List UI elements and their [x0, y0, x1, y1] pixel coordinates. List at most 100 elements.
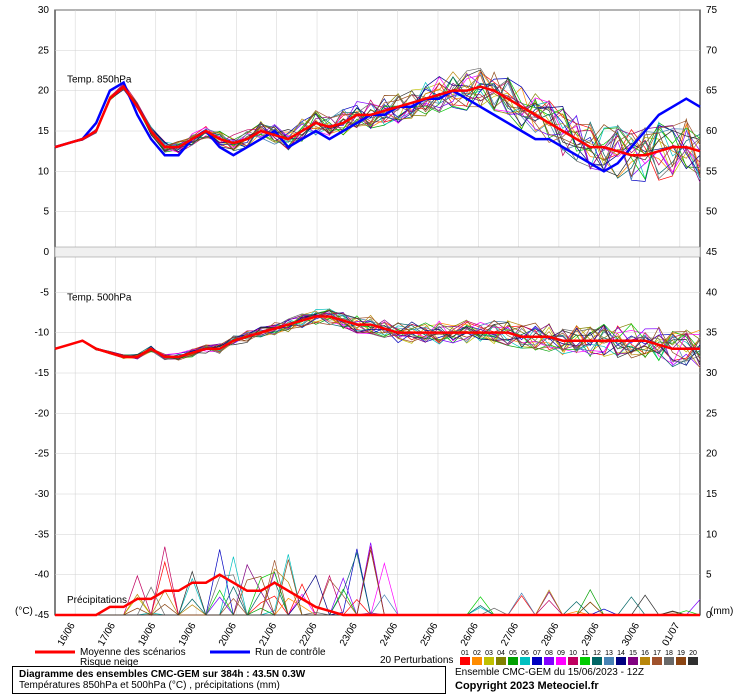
footer-copyright: Copyright 2023 Meteociel.fr — [455, 680, 599, 692]
pert-num: 17 — [653, 650, 661, 657]
ytick-left: 15 — [38, 126, 50, 137]
ytick-left: -40 — [35, 570, 50, 581]
pert-precip — [55, 543, 700, 615]
ytick-left: -45 — [35, 610, 50, 621]
pert-swatch — [628, 657, 638, 665]
ytick-right: 60 — [706, 126, 718, 137]
pert-num: 02 — [473, 650, 481, 657]
footer-ensemble: Ensemble CMC-GEM du 15/06/2023 - 12Z — [455, 667, 644, 678]
ytick-right: 70 — [706, 45, 718, 56]
xtick-label: 22/06 — [298, 621, 320, 649]
ytick-right: 75 — [706, 5, 718, 16]
pert-precip — [55, 569, 700, 615]
pert-num: 16 — [641, 650, 649, 657]
ytick-left: 20 — [38, 86, 50, 97]
pert-num: 09 — [557, 650, 565, 657]
pert-num: 05 — [509, 650, 517, 657]
legend-pert-label: 20 Perturbations — [380, 655, 453, 666]
pert-num: 12 — [593, 650, 601, 657]
xtick-label: 24/06 — [378, 621, 400, 649]
pert-swatch — [460, 657, 470, 665]
pert-num: 18 — [665, 650, 673, 657]
xtick-label: 01/07 — [660, 621, 682, 649]
xtick-label: 16/06 — [56, 621, 78, 649]
pert-swatch — [664, 657, 674, 665]
pert-swatch — [580, 657, 590, 665]
pert-850 — [55, 70, 700, 177]
pert-swatch — [520, 657, 530, 665]
ytick-left: -20 — [35, 408, 50, 419]
chart-container: -45-40-35-30-25-20-15-10-505101520253005… — [0, 0, 740, 700]
pert-num: 15 — [629, 650, 637, 657]
pert-850 — [55, 77, 700, 169]
pert-num: 01 — [461, 650, 469, 657]
pert-swatch — [496, 657, 506, 665]
xtick-label: 27/06 — [499, 621, 521, 649]
ytick-right: 40 — [706, 287, 718, 298]
pert-precip — [55, 560, 700, 615]
pert-num: 13 — [605, 650, 613, 657]
ytick-right: 65 — [706, 86, 718, 97]
ytick-left: 30 — [38, 5, 50, 16]
ytick-left: 25 — [38, 45, 50, 56]
label-precip: Précipitations — [67, 595, 127, 606]
xtick-label: 30/06 — [620, 621, 642, 649]
ytick-left: -15 — [35, 368, 50, 379]
ytick-right: 10 — [706, 529, 718, 540]
pert-850 — [55, 72, 700, 176]
ytick-right: 5 — [706, 570, 712, 581]
pert-swatch — [676, 657, 686, 665]
pert-swatch — [568, 657, 578, 665]
unit-left: (°C) — [15, 606, 33, 617]
ytick-right: 45 — [706, 247, 718, 258]
ytick-right: 55 — [706, 166, 718, 177]
pert-num: 07 — [533, 650, 541, 657]
ytick-left: 5 — [43, 207, 49, 218]
pert-swatch — [688, 657, 698, 665]
pert-num: 20 — [689, 650, 697, 657]
ytick-left: -10 — [35, 328, 50, 339]
pert-num: 10 — [569, 650, 577, 657]
chart-svg: -45-40-35-30-25-20-15-10-505101520253005… — [0, 0, 740, 700]
ytick-left: -35 — [35, 529, 50, 540]
footer-title-box: Diagramme des ensembles CMC-GEM sur 384h… — [12, 666, 446, 694]
pert-num: 06 — [521, 650, 529, 657]
ytick-left: 10 — [38, 166, 50, 177]
plot-border — [55, 10, 700, 615]
ytick-left: -30 — [35, 489, 50, 500]
xtick-label: 17/06 — [96, 621, 118, 649]
pert-num: 14 — [617, 650, 625, 657]
xtick-label: 26/06 — [459, 621, 481, 649]
xtick-label: 21/06 — [257, 621, 279, 649]
ytick-right: 35 — [706, 328, 718, 339]
xtick-label: 28/06 — [539, 621, 561, 649]
ytick-right: 25 — [706, 408, 718, 419]
label-500: Temp. 500hPa — [67, 292, 132, 303]
pert-swatch — [532, 657, 542, 665]
ytick-right: 15 — [706, 489, 718, 500]
xtick-label: 25/06 — [419, 621, 441, 649]
ytick-left: -5 — [40, 287, 49, 298]
xtick-label: 20/06 — [217, 621, 239, 649]
legend-control-label: Run de contrôle — [255, 647, 326, 658]
pert-swatch — [604, 657, 614, 665]
ytick-left: 0 — [43, 247, 49, 258]
pert-swatch — [592, 657, 602, 665]
pert-500 — [55, 311, 700, 368]
xtick-label: 29/06 — [580, 621, 602, 649]
pert-precip — [55, 554, 700, 615]
footer-subtitle: Températures 850hPa et 500hPa (°C) , pré… — [19, 680, 439, 691]
unit-right: (mm) — [710, 606, 733, 617]
pert-swatch — [640, 657, 650, 665]
pert-swatch — [544, 657, 554, 665]
label-850: Temp. 850hPa — [67, 75, 132, 86]
ytick-right: 50 — [706, 207, 718, 218]
pert-num: 08 — [545, 650, 553, 657]
pert-num: 19 — [677, 650, 685, 657]
pert-500 — [55, 312, 700, 365]
pert-swatch — [652, 657, 662, 665]
xtick-label: 23/06 — [338, 621, 360, 649]
pert-swatch — [484, 657, 494, 665]
pert-swatch — [472, 657, 482, 665]
pert-swatch — [508, 657, 518, 665]
